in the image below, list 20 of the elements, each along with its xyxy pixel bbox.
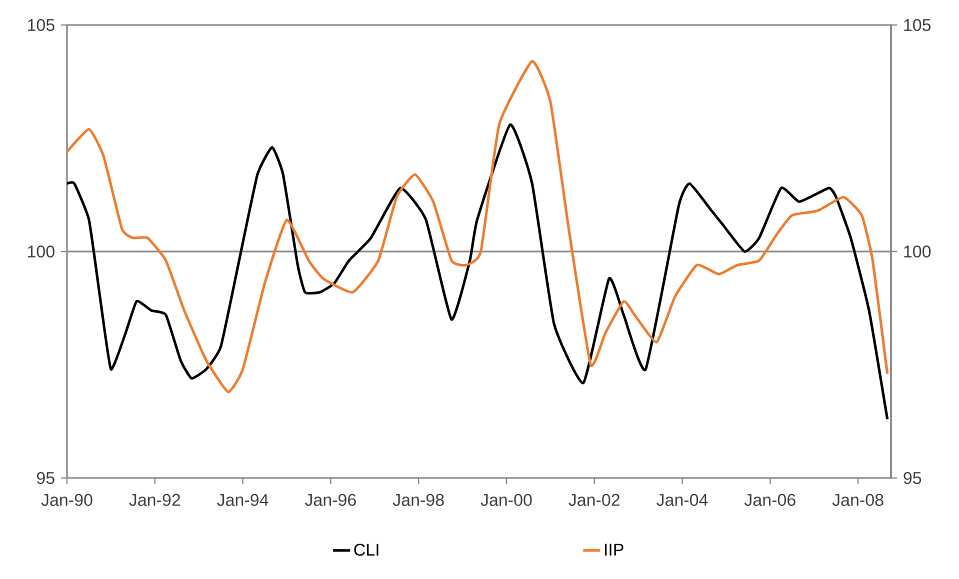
x-tick-label: Jan-02 [568, 494, 620, 506]
y2-tick-label: 105 [28, 18, 54, 32]
line-series [67, 123, 889, 420]
y2-tick-label: 100 [28, 245, 54, 258]
x-tick-label: Jan-04 [656, 494, 708, 506]
y-tick-label: 100 [904, 245, 931, 258]
legend-label: CLI [354, 544, 378, 556]
x-tick-label: Jan-98 [392, 494, 444, 506]
x-tick-label: Jan-92 [129, 494, 180, 506]
x-tick-label: Jan-96 [304, 494, 356, 506]
x-tick-label: Jan-08 [832, 494, 884, 506]
x-tick-label: Jan-90 [41, 494, 92, 506]
y-tick-label: 105 [904, 18, 931, 32]
x-tick-label: Jan-06 [744, 494, 796, 506]
y2-tick-label: 95 [36, 472, 54, 484]
y-tick-label: 95 [904, 472, 922, 484]
x-tick-label: Jan-94 [217, 494, 268, 506]
line-series [67, 60, 889, 394]
x-tick-label: Jan-00 [480, 494, 532, 506]
legend-label: IIP [605, 544, 624, 556]
